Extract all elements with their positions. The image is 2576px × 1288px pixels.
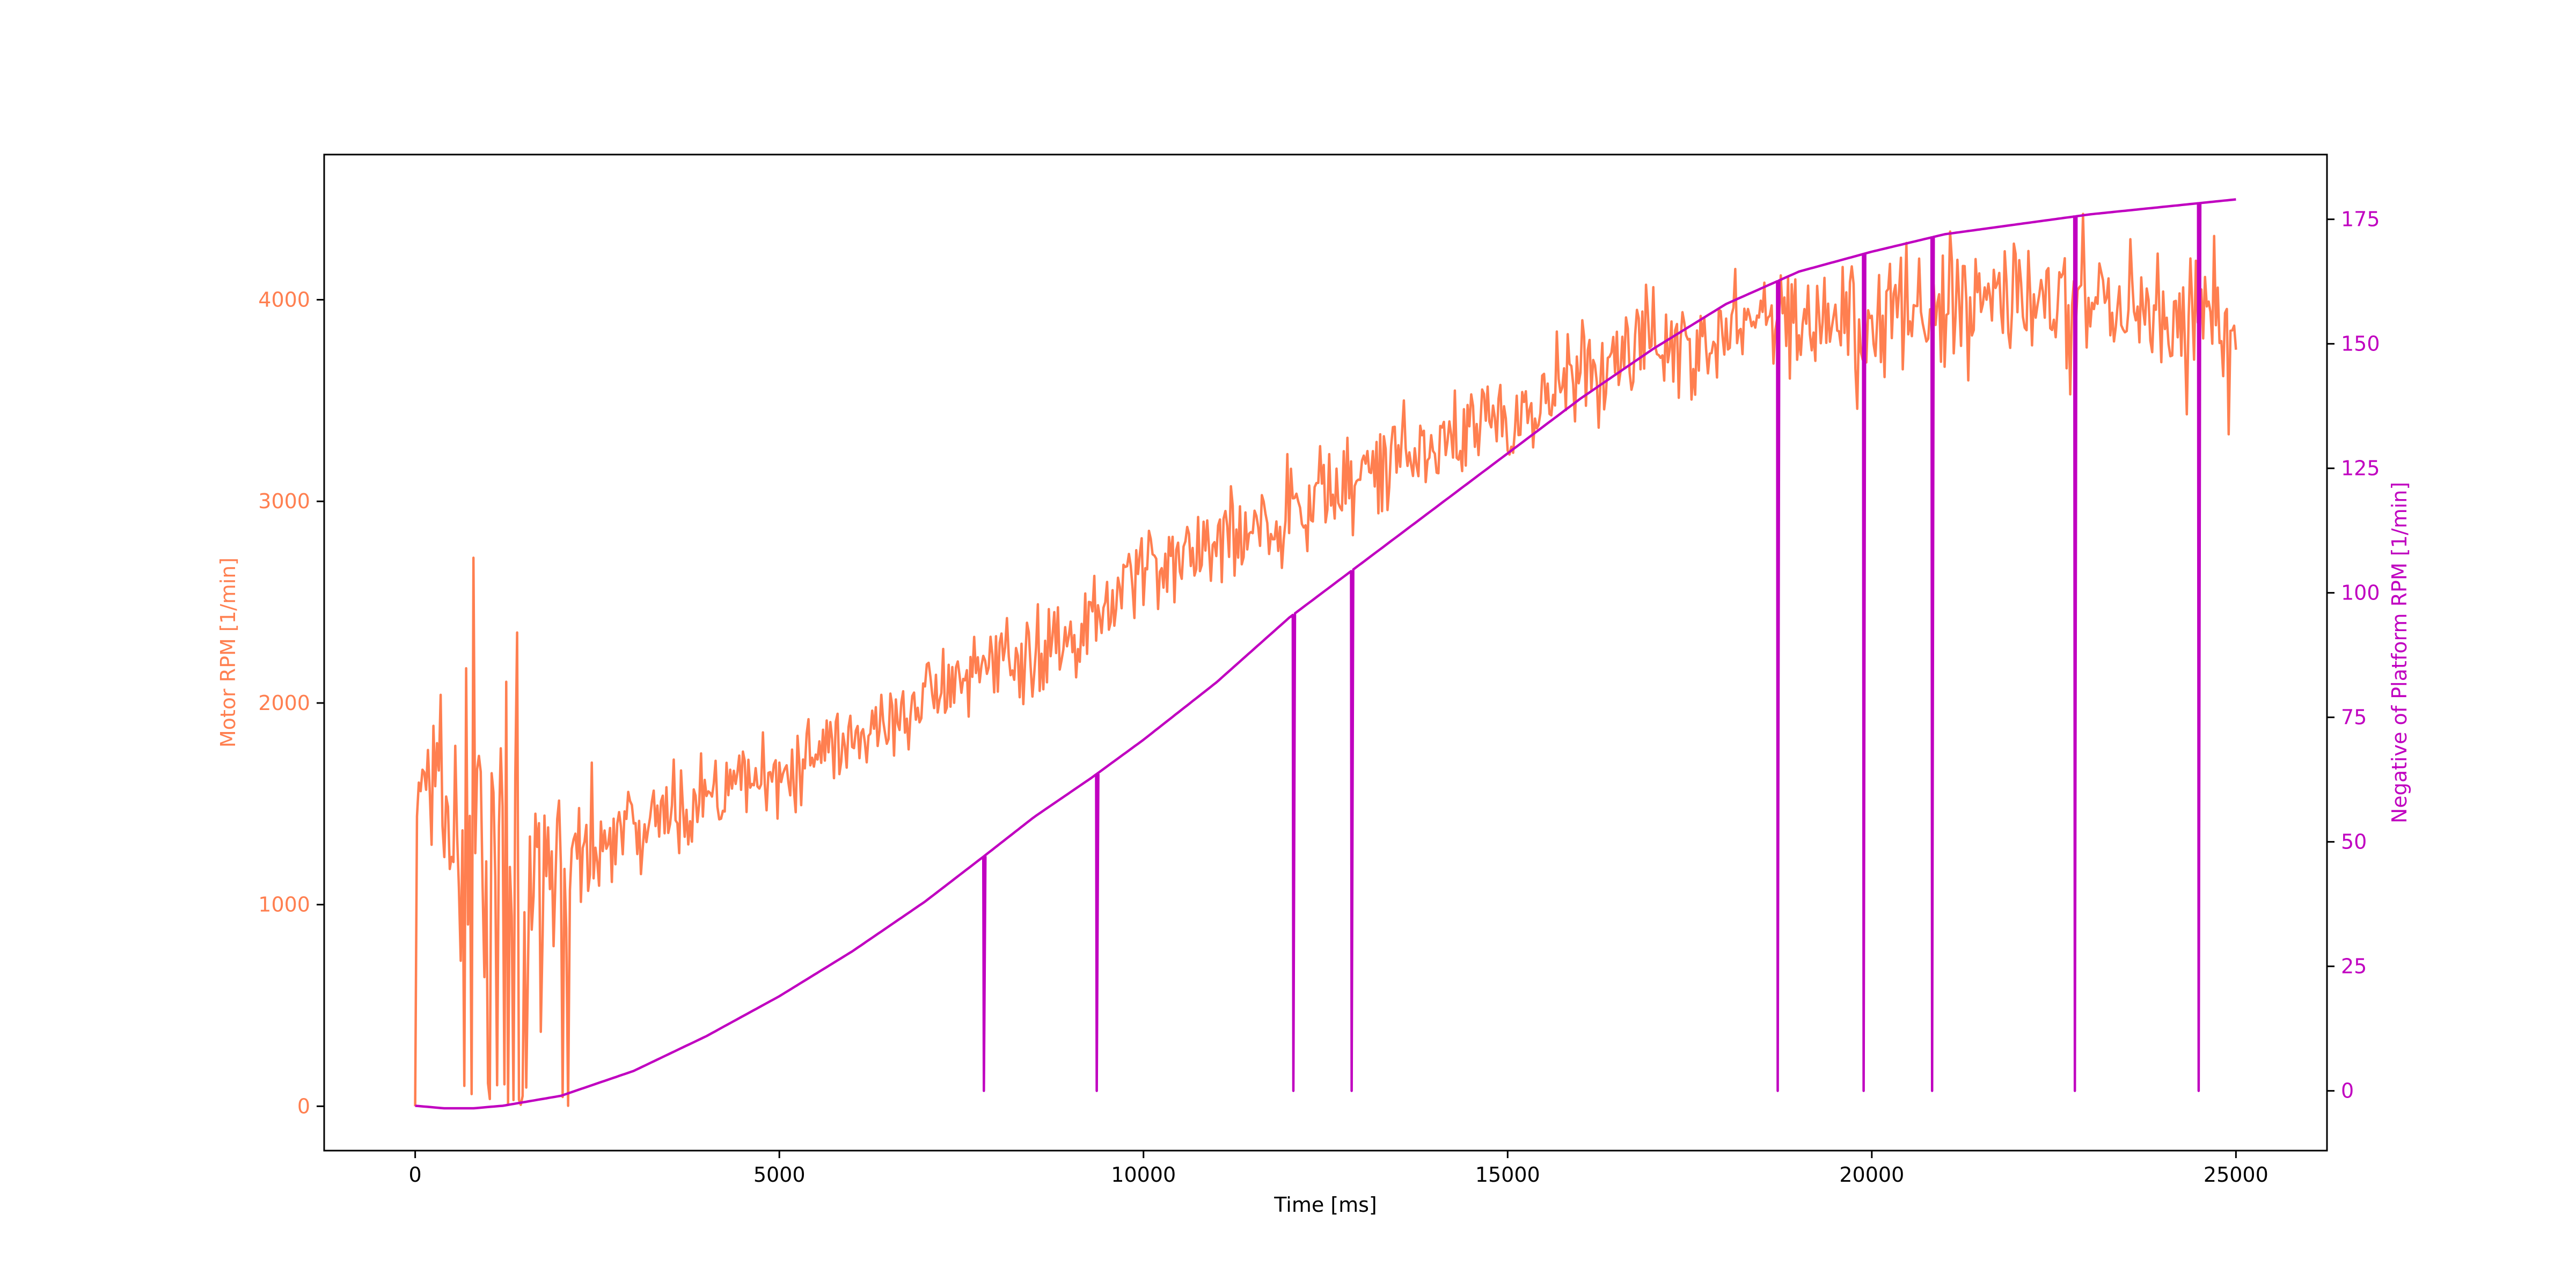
plot-frame (323, 153, 2328, 1152)
x-tick-label: 15000 (1475, 1163, 1540, 1187)
y-tick-label: 1000 (258, 893, 310, 917)
y-axis-label-left: Motor RPM [1/min] (216, 558, 240, 748)
y2-tick-label: 150 (2341, 332, 2380, 356)
y2-tick-label: 25 (2341, 955, 2367, 978)
y-axis-label-right: Negative of Platform RPM [1/min] (2388, 482, 2411, 823)
x-tick-label: 0 (409, 1163, 422, 1187)
y2-tick-label: 75 (2341, 706, 2367, 729)
y-axis-right: 0 25 50 75 100 125 150 175 (2327, 208, 2380, 1103)
series-layer (414, 198, 2237, 1110)
y-axis-left: 0 1000 2000 3000 4000 (258, 288, 324, 1118)
y2-tick-label: 0 (2341, 1079, 2354, 1103)
series-platform-rpm (415, 198, 2236, 1110)
x-axis-label: Time [ms] (1274, 1193, 1377, 1217)
y2-tick-label: 175 (2341, 208, 2380, 231)
x-tick-label: 25000 (2204, 1163, 2268, 1187)
y-tick-label: 3000 (258, 489, 310, 513)
y2-tick-label: 50 (2341, 830, 2367, 854)
x-tick-label: 10000 (1111, 1163, 1176, 1187)
x-tick-label: 20000 (1839, 1163, 1904, 1187)
y-tick-label: 0 (297, 1094, 310, 1118)
x-axis: 0 5000 10000 15000 20000 25000 (409, 1151, 2268, 1187)
y-tick-label: 4000 (258, 288, 310, 312)
plot-area (324, 155, 2327, 1151)
y2-tick-label: 100 (2341, 581, 2380, 605)
x-tick-label: 5000 (753, 1163, 806, 1187)
y-tick-label: 2000 (258, 691, 310, 715)
y2-tick-label: 125 (2341, 457, 2380, 480)
